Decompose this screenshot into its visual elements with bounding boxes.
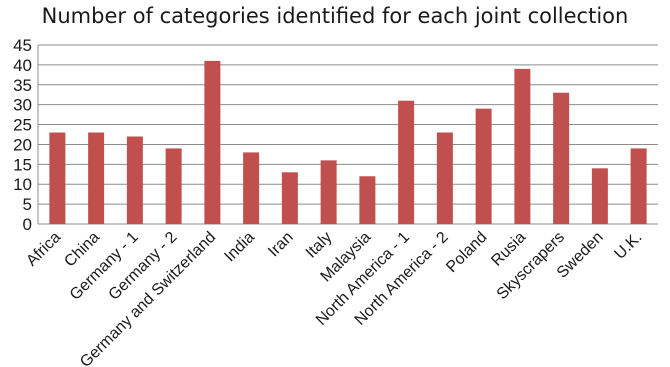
y-tick-label: 10 bbox=[13, 175, 32, 194]
y-tick-label: 25 bbox=[13, 116, 32, 135]
bar bbox=[630, 148, 647, 224]
x-tick-label: Africa bbox=[23, 229, 64, 270]
bar bbox=[126, 136, 143, 224]
y-tick-label: 30 bbox=[13, 96, 32, 115]
y-tick-label: 5 bbox=[23, 195, 32, 214]
bar bbox=[320, 160, 337, 224]
x-tick-label: Italy bbox=[303, 229, 336, 262]
bar bbox=[359, 176, 376, 224]
bar bbox=[165, 148, 182, 224]
bar bbox=[553, 92, 570, 224]
bar bbox=[398, 100, 415, 224]
y-tick-label: 15 bbox=[13, 155, 32, 174]
bar bbox=[591, 168, 608, 224]
bar bbox=[49, 132, 66, 224]
y-tick-label: 45 bbox=[13, 36, 32, 55]
x-tick-label: Iran bbox=[265, 229, 297, 261]
y-tick-label: 20 bbox=[13, 135, 32, 154]
y-tick-label: 0 bbox=[23, 215, 32, 234]
bar bbox=[204, 60, 221, 225]
bar bbox=[281, 172, 298, 224]
x-tick-label: India bbox=[221, 229, 258, 266]
y-tick-label: 35 bbox=[13, 76, 32, 95]
bars bbox=[49, 60, 647, 225]
bar bbox=[514, 68, 531, 224]
bar bbox=[436, 132, 453, 224]
x-tick-label: Poland bbox=[443, 229, 490, 276]
bar bbox=[243, 152, 260, 224]
chart-title: Number of categories identified for each… bbox=[41, 4, 629, 28]
y-tick-label: 40 bbox=[13, 56, 32, 75]
bar bbox=[475, 108, 492, 224]
bar bbox=[88, 132, 105, 224]
x-tick-label: U.K. bbox=[611, 229, 645, 263]
